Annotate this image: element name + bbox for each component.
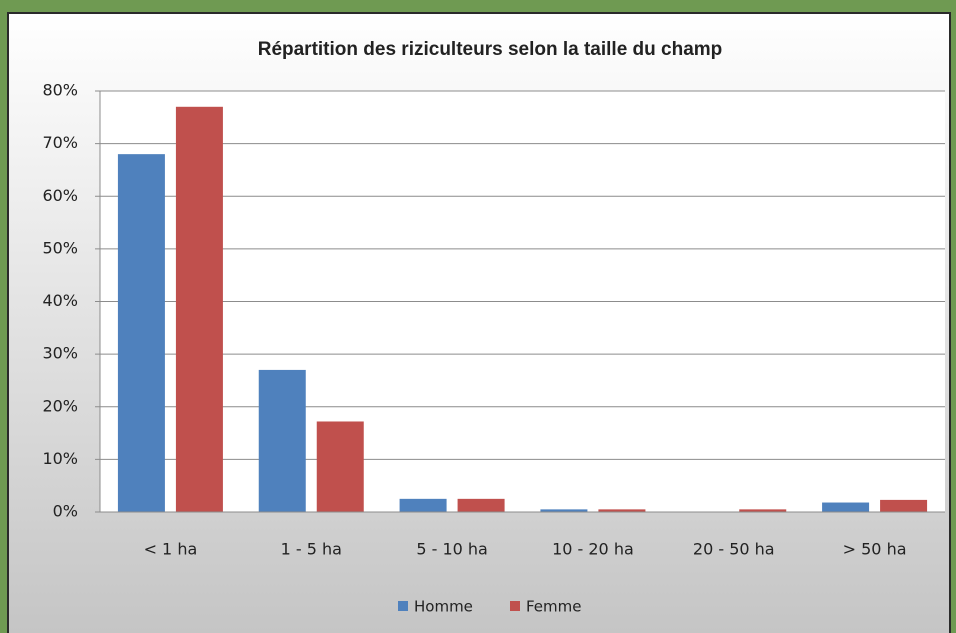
y-tick-label: 70% — [42, 133, 78, 152]
bar — [739, 509, 787, 512]
legend-swatch — [398, 601, 408, 611]
bar — [457, 498, 505, 512]
y-tick-label: 40% — [42, 291, 78, 310]
y-tick-label: 10% — [42, 449, 78, 468]
y-tick-label: 20% — [42, 396, 78, 415]
legend-label: Homme — [414, 598, 473, 616]
bar — [117, 154, 165, 512]
y-tick-label: 0% — [53, 502, 78, 521]
y-tick-label: 60% — [42, 186, 78, 205]
bar — [316, 421, 364, 512]
bar — [540, 509, 588, 512]
x-tick-label: 10 - 20 ha — [552, 540, 634, 559]
bar — [175, 106, 223, 512]
bar — [880, 499, 928, 512]
x-tick-label: 5 - 10 ha — [416, 540, 488, 559]
bar — [399, 498, 447, 512]
x-tick-label: 1 - 5 ha — [281, 540, 342, 559]
chart-title: Répartition des riziculteurs selon la ta… — [258, 39, 723, 60]
bar — [822, 502, 870, 512]
bar — [598, 509, 646, 512]
x-tick-label: > 50 ha — [843, 540, 907, 559]
y-tick-label: 30% — [42, 344, 78, 363]
y-tick-label: 50% — [42, 238, 78, 257]
x-tick-label: 20 - 50 ha — [693, 540, 775, 559]
x-tick-label: < 1 ha — [144, 540, 198, 559]
y-tick-label: 80% — [42, 81, 78, 100]
legend-swatch — [510, 601, 520, 611]
legend-label: Femme — [526, 598, 582, 616]
bar — [258, 369, 306, 512]
